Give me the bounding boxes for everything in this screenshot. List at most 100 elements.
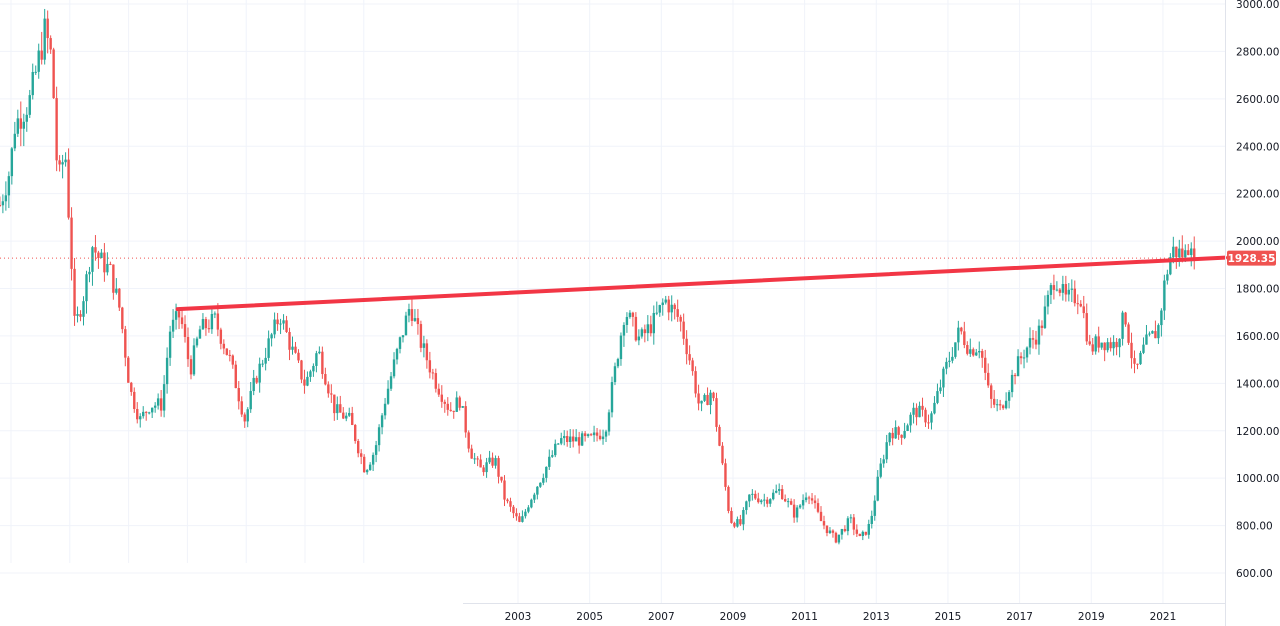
- candle-body: [437, 388, 441, 395]
- candle-down: [766, 496, 769, 508]
- candle-up: [115, 278, 118, 295]
- y-tick-label: 1600.00: [1236, 331, 1279, 343]
- candle-down: [595, 428, 599, 442]
- candle-up: [542, 473, 545, 486]
- candle-body: [760, 500, 763, 503]
- x-tick-label: 2003: [505, 611, 532, 623]
- candle-up: [607, 409, 611, 436]
- candle-up: [646, 315, 650, 342]
- trendline[interactable]: [175, 255, 1227, 312]
- candle-down: [55, 86, 58, 172]
- candle-up: [637, 329, 641, 346]
- candle-body: [34, 71, 37, 73]
- candle-up: [664, 295, 667, 305]
- candle-down: [897, 425, 900, 440]
- candle-up: [309, 369, 312, 382]
- candle-body: [810, 498, 814, 501]
- candle-up: [264, 347, 267, 371]
- candle-body: [709, 392, 712, 406]
- candle-up: [906, 423, 909, 432]
- candle-down: [1082, 295, 1085, 319]
- candle-up: [1016, 349, 1020, 377]
- candle-body: [115, 288, 118, 293]
- candle-body: [464, 406, 467, 433]
- candle-up: [945, 357, 948, 375]
- x-tick-label: 2007: [648, 611, 675, 623]
- candle-up: [1151, 330, 1154, 334]
- candle-down: [46, 10, 49, 54]
- candle-up: [524, 508, 527, 519]
- candle-body: [1040, 325, 1044, 328]
- candle-down: [998, 399, 1002, 411]
- candle-up: [249, 381, 252, 413]
- candle-up: [936, 383, 939, 405]
- candle-down: [589, 433, 593, 437]
- candle-down: [834, 531, 838, 544]
- candle-up: [840, 528, 844, 540]
- candle-up: [106, 252, 109, 276]
- candle-up: [658, 304, 661, 317]
- candle-body: [1145, 334, 1148, 345]
- candle-body: [536, 486, 539, 495]
- candle-down: [727, 485, 730, 514]
- candle-body: [586, 434, 590, 437]
- candle-body: [795, 507, 799, 518]
- candle-up: [1067, 282, 1071, 302]
- y-tick-label: 2000.00: [1236, 236, 1279, 248]
- candle-up: [957, 320, 960, 351]
- candle-body: [1073, 288, 1076, 304]
- candle-down: [219, 327, 223, 350]
- candle-body: [876, 476, 879, 501]
- candle-body: [383, 403, 387, 416]
- candle-body: [745, 501, 748, 511]
- candle-down: [49, 35, 52, 54]
- time-axis[interactable]: 2003 2005 2007 2009 2011 2013 2015 2017 2019 2021: [505, 611, 1177, 623]
- candle-up: [527, 505, 530, 514]
- candle-body: [94, 247, 97, 253]
- candle-body: [1172, 246, 1175, 258]
- candle-body: [482, 467, 485, 473]
- candle-body: [1043, 306, 1047, 328]
- candle-body: [16, 118, 20, 134]
- candle-up: [1100, 342, 1103, 350]
- candle-body: [712, 392, 715, 399]
- candle-body: [156, 398, 160, 406]
- candle-body: [1088, 341, 1091, 345]
- x-tick-label: 2009: [720, 611, 747, 623]
- candle-up: [539, 482, 542, 488]
- candle-down: [724, 458, 727, 491]
- candle-down: [643, 324, 647, 343]
- candle-body: [330, 393, 333, 395]
- candle-body: [942, 368, 945, 388]
- candle-up: [4, 181, 8, 211]
- candle-body: [494, 458, 497, 466]
- candle-body: [362, 456, 366, 473]
- price-axis[interactable]: 3000.00 2800.00 2600.00 2400.00 2200.00 2000.…: [1236, 0, 1279, 580]
- candle-body: [237, 388, 240, 402]
- candle-down: [222, 339, 226, 355]
- candle-body: [1070, 288, 1074, 290]
- candle-body: [772, 492, 775, 500]
- candle-body: [1046, 294, 1050, 307]
- candle-body: [497, 458, 500, 477]
- candle-body: [763, 499, 766, 501]
- candle-body: [180, 317, 184, 325]
- candle-body: [165, 357, 169, 385]
- candle-body: [419, 324, 423, 348]
- candle-body: [846, 518, 850, 532]
- candle-body: [404, 315, 408, 336]
- candle-down: [467, 430, 470, 453]
- candle-body: [539, 482, 542, 487]
- last-price-badge: [1227, 250, 1276, 266]
- candle-body: [1103, 342, 1106, 351]
- candle-down: [1031, 330, 1035, 349]
- candle-body: [900, 434, 903, 438]
- candle-up: [267, 330, 270, 361]
- candle-down: [685, 330, 688, 365]
- candle-body: [1136, 363, 1139, 365]
- candle-body: [25, 114, 28, 122]
- candle-up: [1112, 335, 1115, 356]
- candle-up: [88, 266, 91, 283]
- candle-up: [709, 389, 712, 415]
